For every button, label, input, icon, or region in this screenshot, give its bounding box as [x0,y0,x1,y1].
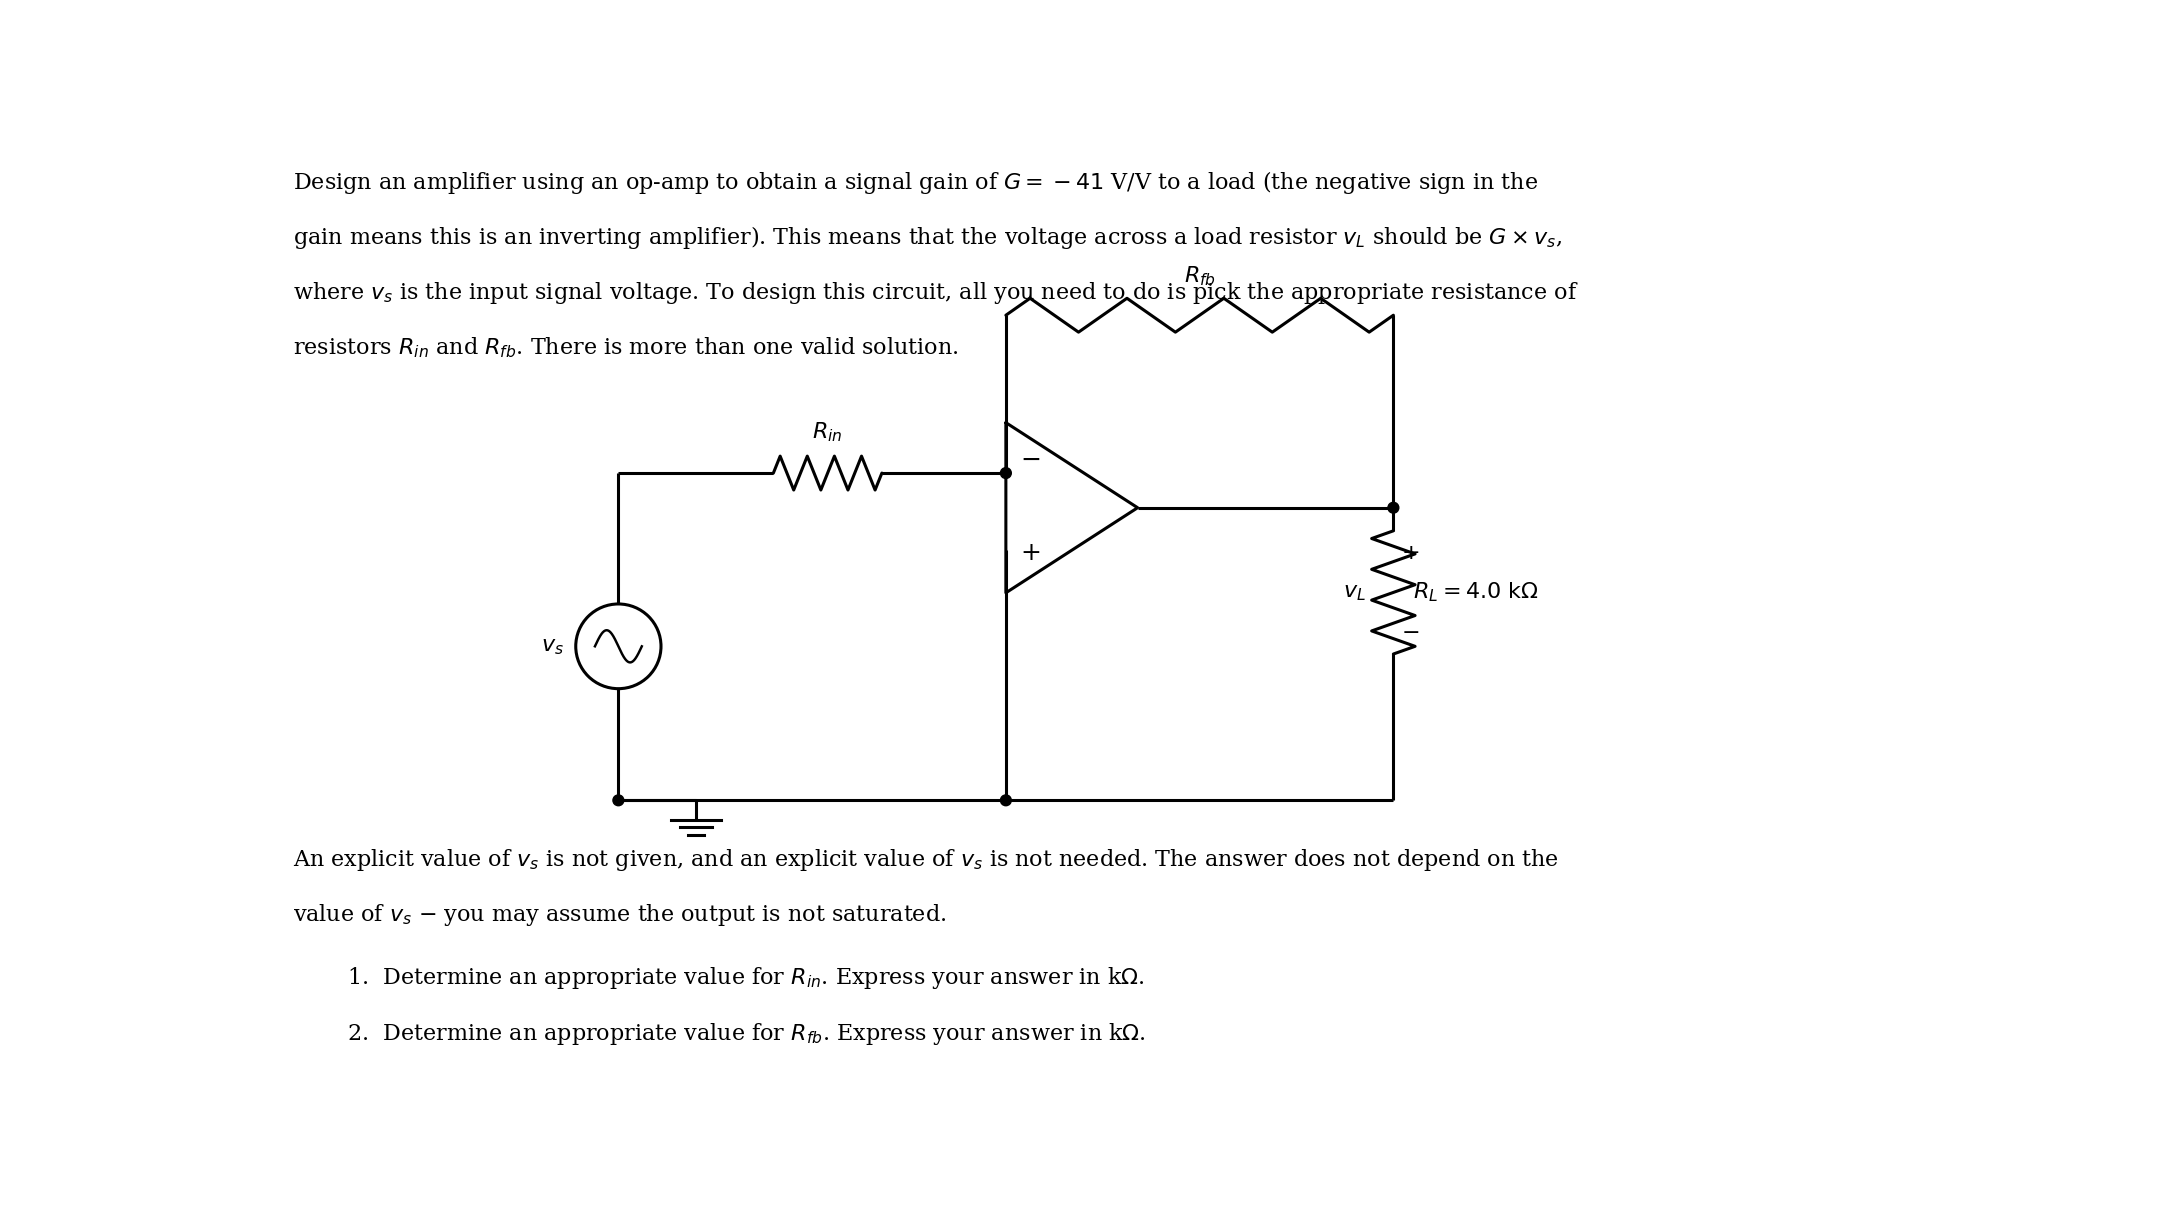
Text: 2.  Determine an appropriate value for $R_{fb}$. Express your answer in k$\Omega: 2. Determine an appropriate value for $R… [347,1020,1145,1046]
Text: $v_s$: $v_s$ [541,635,565,657]
Text: where $v_s$ is the input signal voltage. To design this circuit, all you need to: where $v_s$ is the input signal voltage.… [293,280,1579,306]
Text: value of $v_s$ $-$ you may assume the output is not saturated.: value of $v_s$ $-$ you may assume the ou… [293,901,947,928]
Text: $R_{fb}$: $R_{fb}$ [1184,265,1217,289]
Circle shape [1001,795,1012,806]
Text: resistors $R_{in}$ and $R_{fb}$. There is more than one valid solution.: resistors $R_{in}$ and $R_{fb}$. There i… [293,335,958,360]
Text: gain means this is an inverting amplifier). This means that the voltage across a: gain means this is an inverting amplifie… [293,225,1562,252]
Text: $v_L$: $v_L$ [1344,581,1365,603]
Text: $R_{in}$: $R_{in}$ [813,420,843,443]
Text: An explicit value of $v_s$ is not given, and an explicit value of $v_s$ is not n: An explicit value of $v_s$ is not given,… [293,846,1560,873]
Text: 1.  Determine an appropriate value for $R_{in}$. Express your answer in k$\Omega: 1. Determine an appropriate value for $R… [347,965,1145,991]
Circle shape [1001,468,1012,479]
Text: $R_L = 4.0\ \mathrm{k}\Omega$: $R_L = 4.0\ \mathrm{k}\Omega$ [1413,581,1538,604]
Text: $+$: $+$ [1402,543,1419,565]
Circle shape [613,795,623,806]
Text: Design an amplifier using an op-amp to obtain a signal gain of $G = -41$ V/V to : Design an amplifier using an op-amp to o… [293,169,1538,196]
Text: $+$: $+$ [1020,542,1040,565]
Circle shape [1387,502,1398,513]
Text: $-$: $-$ [1020,448,1040,472]
Text: $-$: $-$ [1402,620,1419,642]
